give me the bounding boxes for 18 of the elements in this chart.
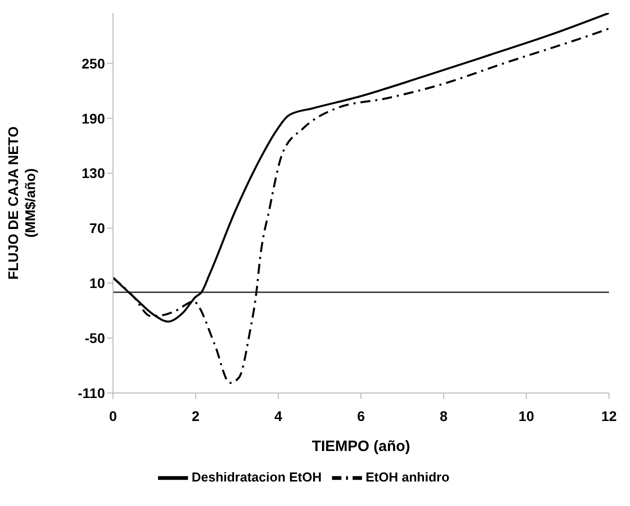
y-tick-label: 250 [82, 55, 106, 72]
y-axis-title: FLUJO DE CAJA NETO (MM$/año) [5, 126, 38, 280]
x-tick-label: 6 [357, 408, 366, 424]
x-axis-title: TIEMPO (año) [312, 438, 410, 455]
y-tick-label: -50 [84, 330, 106, 346]
x-tick-label: 10 [518, 408, 534, 424]
x-tick-label: 0 [109, 408, 118, 424]
y-tick-label: 190 [82, 110, 106, 126]
y-tick-label: -110 [78, 384, 106, 401]
y-tick-label: 70 [89, 220, 106, 236]
x-tick-label: 2 [192, 408, 200, 424]
x-tick-label: 8 [440, 408, 448, 424]
y-tick-label: 130 [82, 165, 106, 182]
x-tick-label: 12 [601, 408, 617, 424]
y-tick-label: 10 [89, 275, 106, 292]
legend-label: Deshidratacion EtOH [192, 469, 322, 484]
legend-label: EtOH anhidro [366, 469, 450, 484]
x-tick-label: 4 [274, 408, 282, 424]
